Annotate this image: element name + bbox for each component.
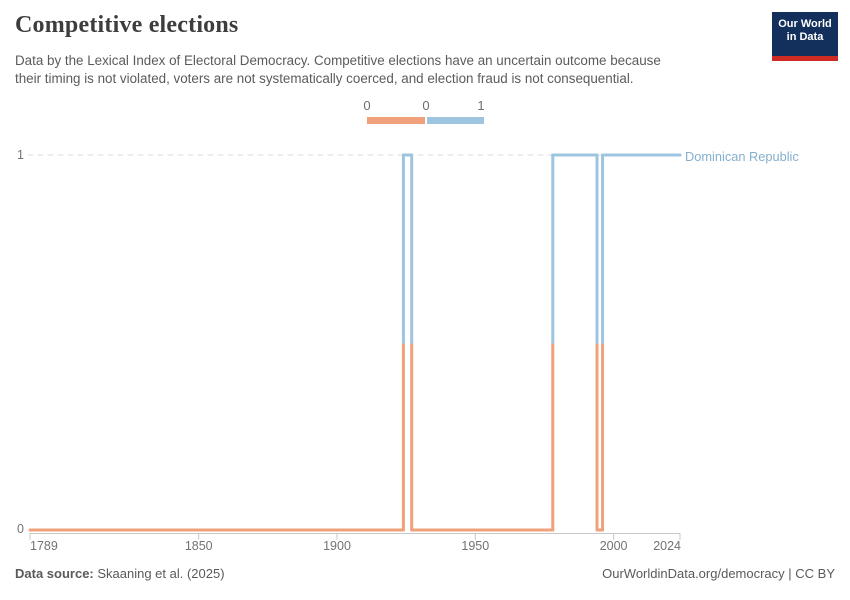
- chart-subtitle: Data by the Lexical Index of Electoral D…: [15, 52, 661, 88]
- x-tick-label: 2000: [599, 539, 628, 553]
- subtitle-line: Data by the Lexical Index of Electoral D…: [15, 53, 661, 68]
- page-title: Competitive elections: [15, 12, 239, 38]
- legend-bin-0[interactable]: [367, 117, 425, 124]
- license-link[interactable]: OurWorldinData.org/democracy | CC BY: [602, 566, 835, 581]
- legend-tick-label: 0: [422, 98, 430, 113]
- legend-tick-label: 1: [477, 98, 485, 113]
- data-source-label: Data source:: [15, 566, 94, 581]
- legend-tick-label: 0: [363, 98, 371, 113]
- owid-logo[interactable]: Our World in Data: [772, 12, 838, 61]
- y-axis-label-1: 1: [17, 148, 24, 162]
- subtitle-line: their timing is not violated, voters are…: [15, 71, 634, 86]
- legend-bin-1[interactable]: [427, 117, 484, 124]
- x-tick-label: 1789: [30, 539, 58, 553]
- entity-label[interactable]: Dominican Republic: [685, 149, 799, 164]
- x-tick-label: 1950: [461, 539, 490, 553]
- owid-logo-line1: Our World: [778, 18, 832, 30]
- x-tick-label: 2024: [653, 539, 681, 553]
- legend: 0 0 1: [0, 98, 850, 126]
- data-source: Data source: Skaaning et al. (2025): [15, 566, 225, 581]
- x-tick-label: 1850: [184, 539, 213, 553]
- data-source-value: Skaaning et al. (2025): [93, 566, 225, 581]
- x-tick-label: 1900: [323, 539, 351, 553]
- owid-logo-line2: in Data: [786, 31, 824, 43]
- y-axis-label-0: 0: [17, 522, 24, 536]
